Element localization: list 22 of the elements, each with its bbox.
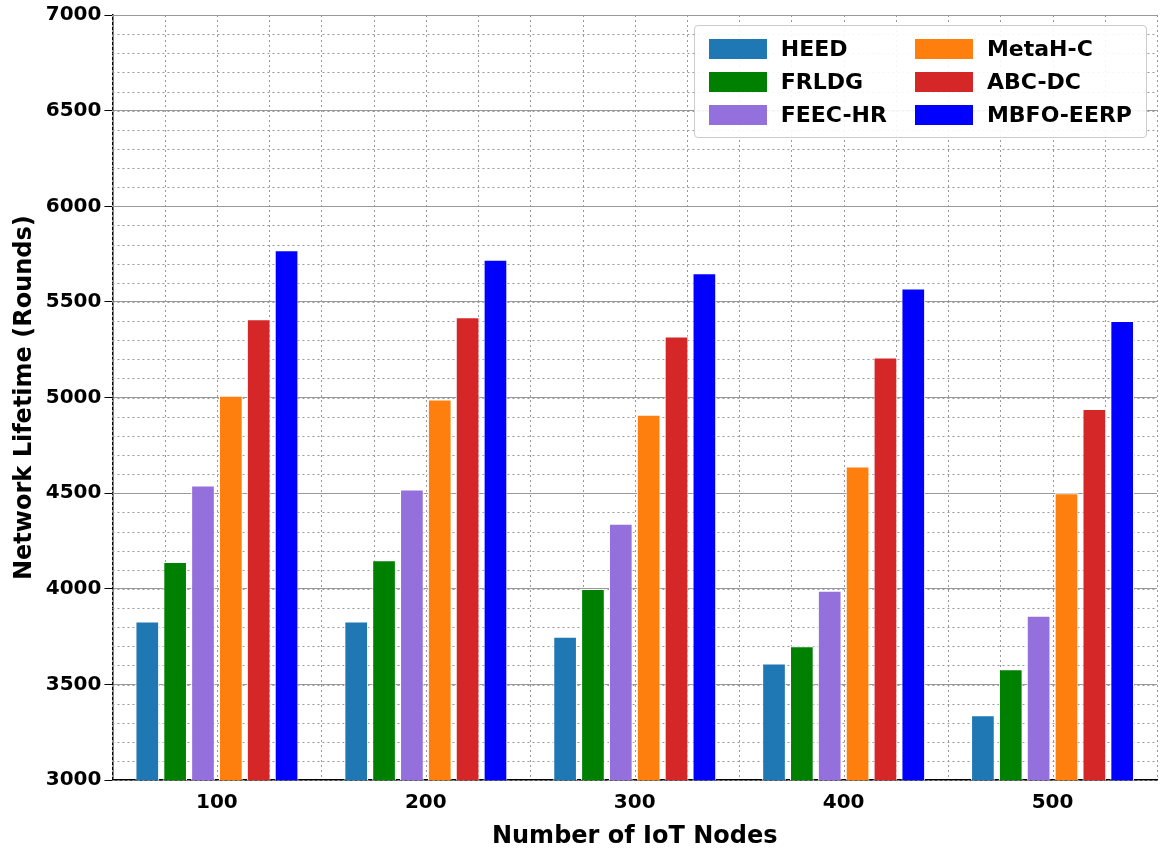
legend-label: ABC-DC xyxy=(986,69,1081,94)
x-axis-title: Number of IoT Nodes xyxy=(491,820,778,849)
legend-label: HEED xyxy=(780,36,848,61)
legend-label: MetaH-C xyxy=(986,36,1093,61)
x-tick-label: 100 xyxy=(196,789,238,814)
legend-label: FEEC-HR xyxy=(780,102,887,127)
x-tick-label: 400 xyxy=(822,789,865,814)
y-tick-label: 4000 xyxy=(45,575,102,600)
y-tick-label: 4500 xyxy=(45,479,102,504)
y-tick-label: 6500 xyxy=(45,96,102,121)
y-tick-label: 3000 xyxy=(45,766,102,791)
y-tick-label: 6000 xyxy=(45,192,102,217)
y-tick-label: 7000 xyxy=(45,1,102,26)
y-tick-label: 5500 xyxy=(45,288,102,313)
x-tick-label: 500 xyxy=(1031,789,1074,814)
legend-label: MBFO-EERP xyxy=(986,102,1132,127)
legend-label: FRLDG xyxy=(780,69,864,94)
y-axis-title: Network Lifetime (Rounds) xyxy=(8,215,37,580)
x-tick-label: 200 xyxy=(404,789,447,814)
y-tick-label: 5000 xyxy=(45,383,102,408)
x-tick-label: 300 xyxy=(613,789,656,814)
y-tick-label: 3500 xyxy=(45,670,102,695)
